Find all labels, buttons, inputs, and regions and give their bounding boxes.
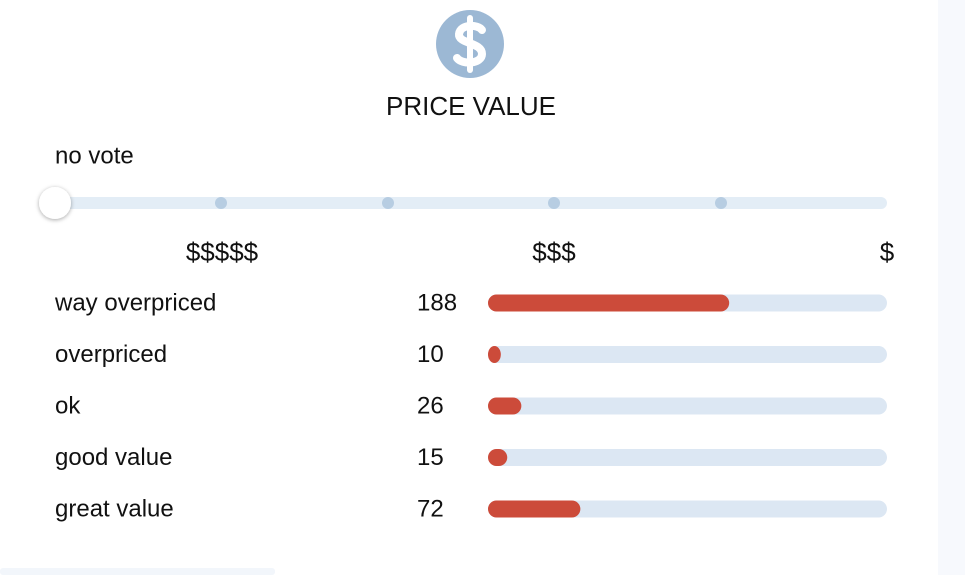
rating-count: 72 [417,495,444,522]
bar [488,500,581,518]
rating-label: ok [55,392,81,419]
rating-label: good value [55,444,172,471]
rating-label: overpriced [55,341,167,368]
slider-track[interactable] [55,197,887,209]
side-panel [938,0,965,575]
rating-count: 10 [417,341,444,368]
vote-status: no vote [55,142,134,169]
bar [488,294,730,312]
bar-track [488,500,887,518]
bottom-panel [0,568,275,575]
slider-stop[interactable] [548,197,560,209]
rating-count: 15 [417,444,444,471]
title: PRICE VALUE [386,91,556,121]
bar [488,346,501,363]
slider-stop[interactable] [215,197,227,209]
scale-label: $$$$$ [186,237,259,267]
slider-stop[interactable] [382,197,394,209]
rating-label: great value [55,495,174,522]
slider-stop[interactable] [715,197,727,209]
bar [488,397,522,415]
ratings: way overpriced 188 overpriced 10 ok 26 good va… [54,289,887,522]
scale-label: $ [880,237,895,267]
bar-track [488,449,887,466]
rating-count: 26 [417,392,444,419]
scale-label: $$$ [532,237,576,267]
bar-track [488,346,887,363]
rating-label: way overpriced [54,289,216,316]
slider-knob[interactable] [39,187,71,219]
bar-track [488,397,887,415]
bar [488,449,508,466]
rating-count: 188 [417,289,457,316]
